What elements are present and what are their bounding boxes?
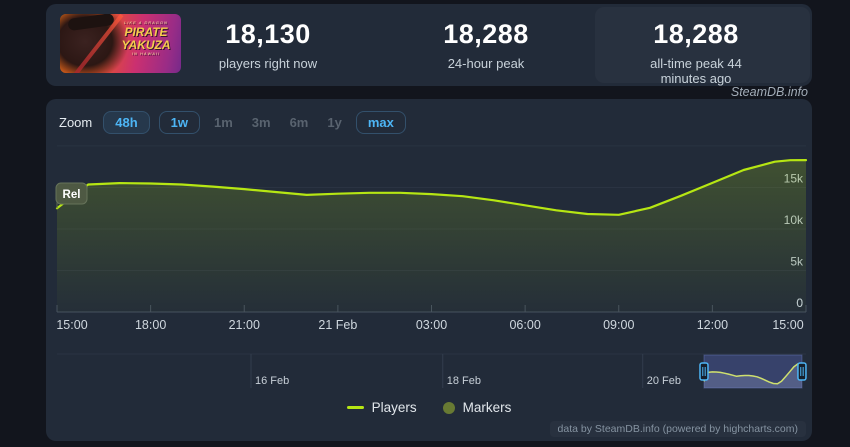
navigator-date-label: 18 Feb [447, 375, 481, 387]
zoom-button-48h[interactable]: 48h [103, 111, 150, 134]
players-now-value: 18,130 [225, 19, 311, 49]
legend-item-players[interactable]: Players [346, 400, 417, 415]
x-axis-label: 21:00 [229, 318, 260, 332]
zoom-button-3m: 3m [247, 111, 276, 134]
navigator-left-handle[interactable] [699, 362, 709, 381]
x-axis-label: 15:00 [56, 318, 87, 332]
legend-markers-label: Markers [462, 400, 512, 415]
logo-brand-bottom: IN HAWAII [131, 51, 161, 56]
stat-all-time-peak: 18,288 all-time peak 44 minutes ago [638, 19, 754, 86]
release-flag [55, 182, 88, 205]
zoom-button-6m: 6m [285, 111, 314, 134]
legend-item-markers[interactable]: Markers [442, 400, 512, 415]
all-time-peak-value: 18,288 [653, 19, 739, 49]
x-axis-label: 03:00 [416, 318, 447, 332]
navigator-series-area [704, 363, 802, 388]
navigator-date-label: 16 Feb [255, 375, 289, 387]
x-axis-label: 21 Feb [318, 318, 357, 332]
release-flag-label: Rel [63, 189, 81, 201]
logo-title-line2: YAKUZA [121, 38, 171, 52]
chart-panel: Zoom 48h 1w 1m 3m 6m 1y max 15k10k5k0015… [46, 99, 812, 441]
x-axis-label: 12:00 [697, 318, 728, 332]
steamdb-watermark: SteamDB.info [730, 85, 808, 99]
players-line-swatch-icon [346, 406, 364, 409]
navigator-series-line [703, 362, 803, 385]
game-capsule-image[interactable]: LIKE A DRAGON PIRATE YAKUZA IN HAWAII [60, 14, 181, 73]
game-logo-text: LIKE A DRAGON PIRATE YAKUZA IN HAWAII [114, 21, 178, 56]
x-axis-label: 06:00 [509, 318, 540, 332]
stat-players-now: 18,130 players right now [219, 19, 317, 71]
zoom-button-1w[interactable]: 1w [158, 111, 200, 134]
players-now-label: players right now [218, 56, 318, 72]
stats-panel: LIKE A DRAGON PIRATE YAKUZA IN HAWAII 18… [46, 4, 812, 86]
chart-credits[interactable]: data by SteamDB.info (powered by highcha… [550, 421, 806, 437]
all-time-peak-label: all-time peak 44 minutes ago [650, 56, 742, 87]
navigator-date-label: 20 Feb [647, 375, 681, 387]
zoom-button-max[interactable]: max [355, 111, 406, 134]
logo-title-line1: PIRATE [124, 25, 168, 39]
x-axis-label: 18:00 [135, 318, 166, 332]
players-series-line [55, 159, 808, 216]
x-axis-label: 09:00 [603, 318, 634, 332]
navigator-right-handle[interactable] [797, 362, 807, 381]
x-axis-label: 15:00 [772, 318, 803, 332]
logo-brand-top: LIKE A DRAGON [124, 20, 168, 25]
markers-circle-swatch-icon [442, 401, 455, 414]
peak-24h-label: 24-hour peak [447, 56, 525, 72]
zoom-button-1y: 1y [322, 111, 346, 134]
peak-24h-value: 18,288 [443, 19, 529, 49]
stat-24h-peak: 18,288 24-hour peak [443, 19, 529, 71]
navigator-window[interactable] [703, 354, 803, 389]
players-series-area [57, 160, 806, 312]
legend-players-label: Players [371, 400, 417, 415]
chart-legend: Players Markers [46, 400, 812, 415]
range-selector: Zoom 48h 1w 1m 3m 6m 1y max [59, 111, 406, 134]
zoom-label: Zoom [59, 115, 93, 130]
zoom-button-1m: 1m [209, 111, 238, 134]
